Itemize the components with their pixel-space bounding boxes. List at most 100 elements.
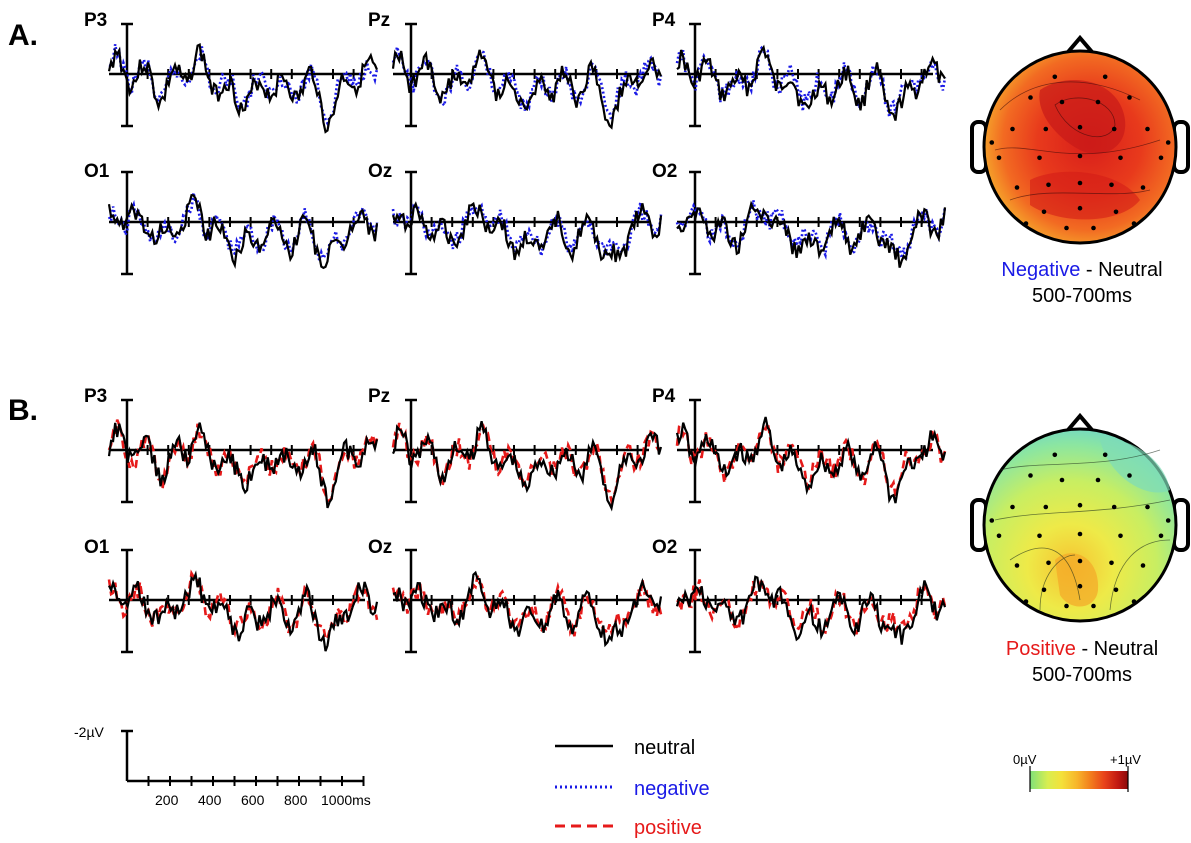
erp-plot-pz: [391, 22, 663, 130]
map-caption-a-rest: - Neutral: [1080, 259, 1162, 281]
colorbar-max-label: +1µV: [1110, 752, 1141, 767]
erp-plot-o1: [107, 548, 379, 654]
legend-label-positive: positive: [634, 817, 702, 839]
colorbar-gradient: [1030, 771, 1128, 789]
electrode-dot: [1043, 504, 1049, 510]
waveform-negative: [675, 199, 947, 261]
waveform-neutral: [392, 570, 663, 648]
electrode-dot: [1077, 558, 1083, 564]
electrode-dot: [1046, 182, 1051, 188]
electrode-dot: [1095, 477, 1101, 483]
electrode-dot: [1028, 473, 1033, 478]
waveform-neutral: [107, 194, 379, 270]
electrode-dot: [1077, 205, 1083, 211]
erp-plot-pz: [391, 398, 663, 512]
channel-label-b-oz: Oz: [368, 537, 392, 558]
electrode-dot: [989, 140, 995, 145]
electrode-dot: [1113, 587, 1119, 593]
scale-tick-label: 800: [284, 792, 308, 808]
erp-plot-o2: [675, 548, 947, 654]
map-window-a: 500-700ms: [1032, 285, 1132, 307]
electrode-dot: [1113, 209, 1119, 215]
electrode-dot: [1059, 99, 1065, 105]
map-caption-b: Positive - Neutral: [1006, 638, 1158, 660]
channel-label-b-o2: O2: [652, 537, 677, 558]
electrode-dot: [1077, 583, 1083, 589]
channel-label-b-o1: O1: [84, 537, 110, 558]
electrode-dot: [1052, 452, 1058, 458]
electrode-dot: [1165, 518, 1171, 523]
electrode-dot: [1131, 599, 1137, 604]
waveform-negative: [107, 192, 379, 262]
panel-label-b: B.: [8, 394, 38, 427]
scale-tick-label: 200: [155, 792, 179, 808]
electrode-dot: [1102, 74, 1108, 80]
colorbar-min-label: 0µV: [1013, 752, 1037, 767]
electrode-dot: [1064, 225, 1069, 231]
erp-plot-p3: [107, 398, 379, 509]
electrode-dot: [1165, 140, 1171, 145]
scale-tick-label: 600: [241, 792, 265, 808]
topo-map-b: [970, 412, 1190, 623]
electrode-dot: [1091, 603, 1096, 609]
erp-plot-p4: [675, 398, 947, 504]
electrode-dot: [1091, 225, 1096, 231]
electrode-dot: [1059, 477, 1065, 483]
electrode-dot: [1037, 155, 1042, 161]
map-caption-a: Negative - Neutral: [1001, 259, 1162, 281]
map-caption-b-rest: - Neutral: [1076, 638, 1158, 660]
channel-label-a-oz: Oz: [368, 161, 392, 182]
waveform-neutral: [392, 420, 663, 512]
waveform-neutral: [675, 416, 947, 504]
waveform-neutral: [676, 200, 947, 268]
electrode-dot: [1102, 452, 1108, 458]
electrode-dot: [989, 518, 995, 523]
electrode-dot: [1140, 563, 1146, 568]
electrode-dot: [1023, 599, 1029, 604]
colorbar: 0µV +1µV: [1013, 752, 1141, 792]
map-caption-b-cond: Positive: [1006, 638, 1076, 660]
electrode-dot: [1052, 74, 1058, 80]
electrode-dot: [1118, 155, 1123, 161]
electrode-dot: [1109, 560, 1114, 566]
electrode-dot: [1111, 504, 1117, 510]
scale-tick-label: 400: [198, 792, 222, 808]
waveform-neutral: [391, 201, 663, 264]
channel-label-b-p4: P4: [652, 386, 676, 407]
scale-amplitude-label: -2µV: [74, 724, 105, 740]
map-caption-a-cond: Negative: [1001, 259, 1080, 281]
electrode-dot: [1041, 587, 1047, 593]
electrode-dot: [1131, 221, 1137, 226]
electrode-dot: [1145, 504, 1150, 510]
topo-map-a: [970, 34, 1190, 245]
electrode-dot: [1109, 182, 1114, 188]
legend: neutral negative positive: [555, 737, 710, 839]
erp-plot-o2: [675, 170, 947, 276]
electrode-dot: [1158, 533, 1164, 539]
scale-tick-label: 1000ms: [321, 792, 371, 808]
channel-label-b-p3: P3: [84, 386, 107, 407]
panel-label-a: A.: [8, 19, 38, 52]
erp-plots: [107, 22, 947, 654]
erp-plot-o1: [107, 170, 379, 276]
electrode-dot: [1010, 504, 1015, 510]
electrode-dot: [996, 155, 1002, 161]
channel-label-a-p3: P3: [84, 10, 107, 31]
channel-label-a-p4: P4: [652, 10, 676, 31]
electrode-dot: [1145, 126, 1150, 132]
electrode-dot: [1064, 603, 1069, 609]
waveform-negative: [391, 201, 663, 257]
electrode-dot: [1077, 153, 1083, 159]
electrode-dot: [1028, 95, 1033, 100]
electrode-dot: [1023, 221, 1029, 226]
erp-plot-oz: [391, 548, 663, 654]
erp-plot-oz: [391, 170, 663, 276]
waveform-neutral: [107, 42, 379, 134]
electrode-dot: [1111, 126, 1117, 132]
electrode-dot: [1014, 185, 1020, 190]
scale-bar: -2µV 200 400 600 800 1000ms: [74, 724, 371, 808]
electrode-dot: [1037, 533, 1042, 539]
electrode-dot: [1118, 533, 1123, 539]
legend-label-negative: negative: [634, 778, 710, 800]
